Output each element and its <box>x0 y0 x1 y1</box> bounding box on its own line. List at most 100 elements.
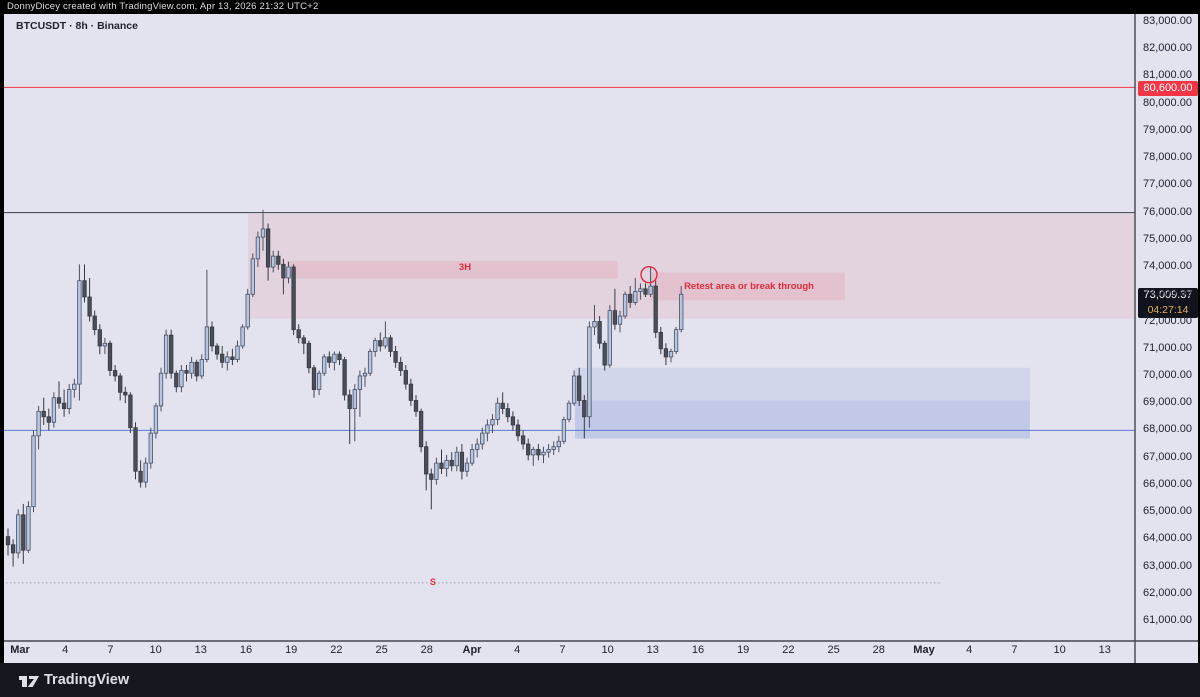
annotation-s-label[interactable]: S <box>429 577 436 587</box>
candle-down <box>97 329 102 347</box>
time-tick-label: 22 <box>782 644 795 656</box>
candle-down <box>393 351 398 363</box>
price-tick-label: 63,000.00 <box>1143 559 1192 572</box>
time-tick-label: 13 <box>194 644 207 656</box>
candle-up <box>673 329 679 352</box>
price-tick-label: 61,000.00 <box>1143 614 1192 627</box>
candle-down <box>311 367 317 390</box>
candle-up <box>204 326 210 361</box>
time-tick-label: 7 <box>1011 644 1018 656</box>
candle-down <box>536 449 541 456</box>
time-tick-label: 16 <box>691 644 705 656</box>
candle-up <box>199 359 204 377</box>
time-tick-label: 10 <box>1053 644 1066 656</box>
candle-down <box>398 361 403 371</box>
candle-up <box>163 334 169 374</box>
price-tick-label: 82,000.00 <box>1143 42 1192 55</box>
candle-down <box>291 266 296 331</box>
candle-down <box>174 372 179 388</box>
candle-up <box>148 432 153 464</box>
candle-up <box>607 310 612 366</box>
candle-down <box>342 359 347 396</box>
candle-down <box>112 370 118 377</box>
candle-up <box>679 293 684 331</box>
candle-up <box>362 372 368 377</box>
candle-down <box>424 446 429 475</box>
candle-up <box>495 402 500 420</box>
candle-up <box>546 449 551 453</box>
candle-down <box>449 459 454 467</box>
candle-down <box>337 353 342 361</box>
candle-down <box>118 375 123 393</box>
candle-down <box>61 402 67 410</box>
annotation-3h-label[interactable]: 3H <box>458 262 472 273</box>
candle-down <box>378 340 383 347</box>
brand-bar: TradingView <box>0 663 1200 697</box>
price-tick-label: 75,000.00 <box>1143 232 1192 245</box>
candle-up <box>561 419 567 442</box>
candle-down <box>10 544 16 554</box>
candle-up <box>189 361 194 374</box>
price-tick-label: 64,000.00 <box>1143 532 1192 545</box>
price-tick-label: 71,000.00 <box>1143 341 1192 354</box>
time-tick-label: 19 <box>737 644 750 656</box>
time-tick-label: 22 <box>330 644 343 656</box>
candle-down <box>520 435 526 445</box>
price-tick-label: 62,000.00 <box>1143 586 1192 599</box>
candle-up <box>531 449 536 456</box>
price-tick-label: 68,000.00 <box>1143 423 1192 436</box>
current-price-value: 73,009.37 <box>1143 289 1193 301</box>
time-tick-label: Apr <box>462 644 482 656</box>
candle-up <box>250 258 255 295</box>
candle-up <box>592 321 597 328</box>
price-tick-label: 79,000.00 <box>1143 123 1192 136</box>
symbol-legend[interactable]: BTCUSDT · 8h · Binance <box>16 20 138 32</box>
candle-down <box>327 356 332 363</box>
candle-up <box>551 446 556 450</box>
annotation-retest-label[interactable]: Retest area or break through <box>684 281 814 292</box>
candle-up <box>454 451 459 467</box>
alert-price-label[interactable]: 80,600.00 <box>1138 81 1198 96</box>
candle-down <box>408 383 414 401</box>
candle-down <box>214 345 220 355</box>
candle-up <box>26 506 31 551</box>
candle-down <box>663 348 669 358</box>
candle-down <box>5 536 11 546</box>
candle-down <box>500 402 505 410</box>
candle-up <box>566 402 572 420</box>
candle-down <box>21 514 26 551</box>
price-tick-label: 65,000.00 <box>1143 505 1192 518</box>
candle-up <box>648 285 653 295</box>
candle-down <box>138 470 143 483</box>
price-tick-label: 77,000.00 <box>1143 178 1192 191</box>
candle-down <box>41 410 46 418</box>
brand-name: TradingView <box>44 672 130 688</box>
candle-down <box>597 321 602 344</box>
candle-down <box>577 375 582 401</box>
candle-up <box>617 315 623 325</box>
candle-down <box>128 394 133 429</box>
candle-up <box>16 514 21 554</box>
time-tick-label: 7 <box>559 644 566 656</box>
candle-up <box>67 389 72 410</box>
candle-down <box>82 280 87 298</box>
candle-up <box>153 405 159 434</box>
candle-down <box>388 337 393 352</box>
candle-down <box>107 342 113 371</box>
time-tick-label: 10 <box>149 644 162 656</box>
candle-down <box>643 288 648 295</box>
candle-down <box>653 285 658 333</box>
candle-up <box>31 435 36 508</box>
candle-down <box>184 370 189 374</box>
time-tick-label: 10 <box>601 644 614 656</box>
candle-down <box>306 342 312 369</box>
candle-down <box>429 473 434 480</box>
candle-down <box>628 293 633 303</box>
candle-down <box>582 400 587 418</box>
current-price-label[interactable]: 73,009.37 04:27:14 <box>1138 288 1198 318</box>
candle-down <box>276 255 281 265</box>
price-tick-label: 66,000.00 <box>1143 477 1192 490</box>
time-tick-label: 13 <box>646 644 659 656</box>
